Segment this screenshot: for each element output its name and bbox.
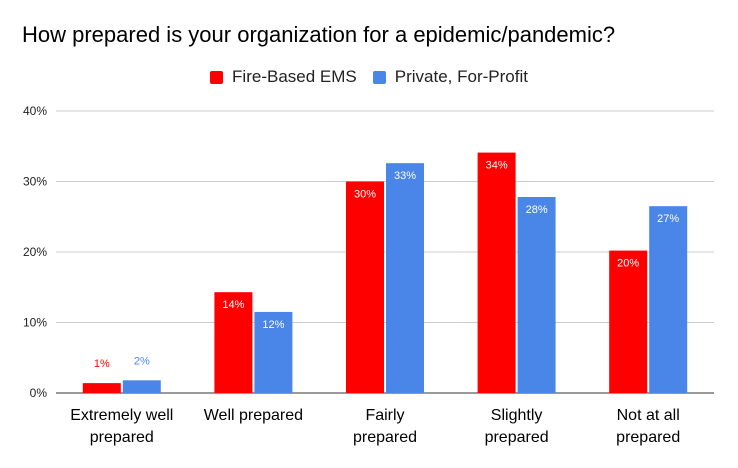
y-tick-label: 0%: [30, 386, 48, 400]
data-label: 12%: [262, 319, 284, 331]
legend-item-fire-based-ems: Fire-Based EMS: [210, 67, 357, 87]
bar: [346, 181, 384, 393]
data-label: 2%: [134, 355, 150, 367]
data-label: 27%: [657, 213, 679, 225]
legend-swatch-fire-based-ems: [210, 70, 224, 84]
x-tick-label: Not at all: [617, 407, 680, 424]
y-tick-label: 40%: [23, 104, 47, 118]
y-tick-label: 20%: [23, 245, 47, 259]
bar: [609, 250, 648, 393]
bar: [477, 152, 516, 393]
data-label: 34%: [486, 160, 508, 172]
y-tick-label: 10%: [23, 316, 47, 330]
data-label: 28%: [526, 204, 548, 216]
data-label: 33%: [394, 170, 416, 182]
bar: [254, 311, 293, 393]
bar: [386, 163, 424, 393]
bar: [517, 197, 556, 393]
bar: [649, 206, 688, 393]
legend: Fire-Based EMS Private, For-Profit: [0, 67, 738, 87]
x-tick-label: prepared: [90, 429, 154, 446]
data-label: 20%: [617, 258, 639, 270]
x-tick-label: Fairly: [365, 407, 404, 424]
legend-swatch-private-for-profit: [372, 70, 386, 84]
x-tick-label: Extremely well: [70, 407, 173, 424]
x-tick-label: prepared: [485, 429, 549, 446]
data-label: 14%: [222, 299, 244, 311]
x-tick-label: Slightly: [491, 407, 543, 424]
y-tick-label: 30%: [23, 175, 47, 189]
bar: [122, 380, 161, 393]
x-tick-label: prepared: [353, 429, 417, 446]
bar: [82, 383, 121, 393]
legend-item-private-for-profit: Private, For-Profit: [372, 67, 528, 87]
x-tick-label: Well prepared: [204, 407, 303, 424]
data-label: 30%: [354, 189, 376, 201]
chart-title: How prepared is your organization for a …: [22, 22, 616, 47]
bar: [214, 292, 253, 393]
legend-label-private-for-profit: Private, For-Profit: [394, 67, 528, 86]
data-label: 1%: [94, 358, 110, 370]
legend-label-fire-based-ems: Fire-Based EMS: [232, 67, 357, 86]
x-tick-label: prepared: [616, 429, 680, 446]
